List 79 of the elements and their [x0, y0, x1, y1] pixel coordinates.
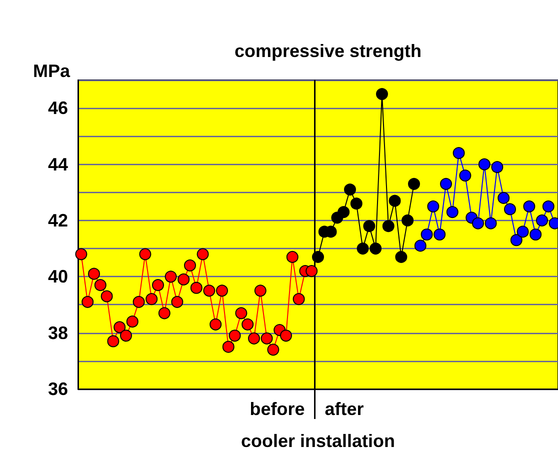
point [184, 259, 196, 272]
point [235, 307, 248, 320]
y-axis-title: MPa [32, 61, 71, 81]
point [402, 214, 414, 226]
point [363, 220, 376, 232]
point [82, 296, 94, 308]
point [222, 340, 234, 353]
point [408, 178, 420, 190]
point [427, 200, 440, 212]
text: after [324, 399, 364, 419]
point [356, 242, 369, 255]
point [459, 170, 472, 182]
point [267, 344, 280, 356]
point [132, 296, 145, 308]
point [338, 206, 350, 218]
text: before [250, 399, 305, 419]
point [420, 228, 433, 240]
point [94, 279, 106, 292]
point [504, 203, 516, 216]
point [190, 282, 202, 294]
point [542, 200, 554, 212]
point [280, 330, 292, 342]
chart-title: compressive strength [234, 41, 422, 61]
point [292, 293, 305, 306]
y-tick-label: 42 [48, 210, 68, 230]
point [203, 284, 216, 297]
point [523, 200, 536, 212]
point [382, 220, 394, 232]
point [344, 184, 356, 196]
point [434, 228, 446, 240]
point [286, 250, 298, 263]
point [242, 318, 254, 330]
point [171, 296, 184, 308]
y-tick-label: 40 [48, 266, 68, 287]
y-tick-label: 36 [48, 379, 68, 399]
point [75, 248, 88, 260]
point [312, 250, 324, 263]
point [158, 307, 170, 320]
point [472, 217, 484, 230]
point [376, 88, 388, 100]
point [478, 158, 490, 170]
point [228, 330, 241, 342]
point [216, 284, 228, 297]
point [152, 279, 164, 292]
point [126, 316, 138, 328]
point [107, 335, 120, 348]
point [254, 284, 266, 297]
point [88, 268, 100, 280]
point [139, 248, 152, 260]
point [114, 321, 126, 334]
point [446, 206, 458, 218]
point [120, 330, 132, 342]
point [452, 147, 465, 160]
point [510, 234, 522, 246]
point [491, 161, 504, 174]
point [146, 293, 158, 306]
point [440, 178, 452, 190]
point [414, 240, 426, 252]
point [370, 242, 382, 255]
point [388, 194, 401, 207]
y-tick-label: 44 [48, 154, 68, 174]
point [164, 270, 177, 283]
point [248, 332, 260, 344]
y-tick-label: 46 [48, 98, 68, 118]
point [306, 265, 318, 278]
point [484, 217, 497, 230]
y-tick-label: 38 [48, 322, 68, 343]
point [260, 332, 273, 344]
point [178, 273, 190, 286]
point [536, 214, 548, 226]
point [516, 226, 529, 238]
point [210, 318, 222, 330]
point [100, 290, 113, 302]
point [498, 192, 510, 204]
point [395, 250, 408, 263]
point [196, 248, 209, 260]
point [350, 198, 362, 210]
point [530, 228, 542, 240]
x-axis-title: cooler installation [240, 431, 396, 451]
